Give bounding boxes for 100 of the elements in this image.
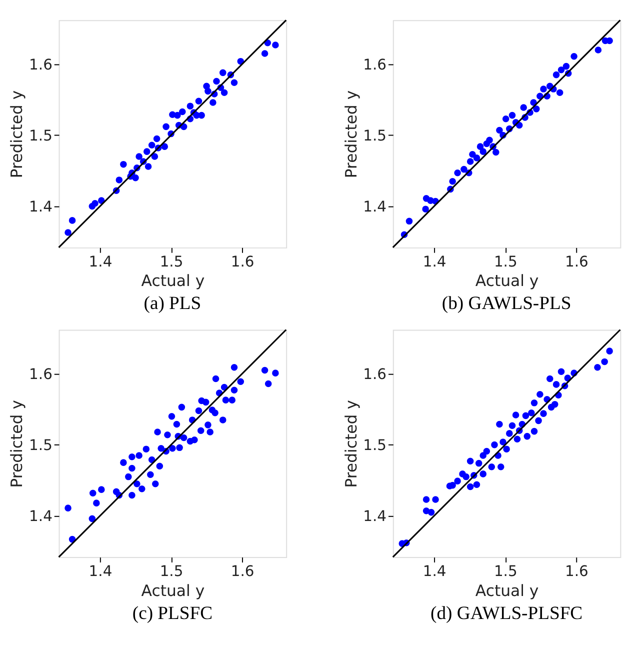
point [261,50,268,57]
point [148,142,156,149]
point [449,482,456,489]
point [508,422,516,430]
point [496,420,503,428]
point [491,441,498,448]
point [169,444,176,452]
point [116,176,123,184]
point [422,206,429,212]
point [530,400,538,406]
point [532,106,540,112]
point [213,78,220,85]
point [64,504,72,512]
x-tick-label: 1.6 [564,563,588,580]
point [546,375,554,382]
point [594,364,601,371]
point [500,438,506,446]
point [168,413,176,420]
point [212,375,220,382]
point [480,470,486,478]
point [261,366,268,374]
point [520,104,527,111]
point [228,396,236,404]
x-tick-label: 1.5 [494,563,518,580]
y-tick-label: 1.4 [363,508,387,526]
x-tick-label: 1.6 [564,254,588,271]
point [128,464,136,472]
point [195,98,202,104]
point [512,412,520,418]
point [206,428,214,436]
point [204,422,212,428]
point [92,200,98,207]
point [178,404,186,411]
point [164,431,171,438]
x-axis-title: Actual y [475,580,539,600]
point [125,473,132,480]
point [476,143,484,150]
point [147,471,154,478]
point [272,42,279,48]
y-tick-label: 1.5 [29,128,52,145]
point [197,427,204,434]
point [64,229,72,236]
point [528,409,535,416]
point [552,381,560,388]
x-tick-label: 1.5 [160,254,184,271]
point [473,154,480,162]
point [174,112,181,119]
point [219,69,226,76]
point [496,126,503,134]
point [198,112,205,119]
point [88,515,96,522]
point [514,436,521,443]
point [173,420,180,428]
point [530,428,538,435]
point [191,436,198,444]
point [93,500,100,506]
point [606,37,613,44]
point [142,446,150,452]
y-tick-label: 1.4 [29,198,52,216]
point [536,391,544,398]
point [473,481,480,488]
x-axis-title: Actual y [141,271,205,290]
x-tick-label: 1.6 [230,254,254,271]
point [540,86,547,92]
point [466,483,474,490]
point [486,136,493,144]
x-axis-title: Actual y [141,580,205,600]
point [551,400,558,408]
text: (d) GAWLS-PLSFC [430,602,583,624]
point [492,148,500,156]
point [454,478,461,484]
point [449,178,456,185]
point [264,380,272,388]
point [594,46,602,54]
x-tick-label: 1.5 [160,563,184,580]
point [136,153,142,160]
point [535,417,542,424]
point [143,148,150,155]
x-tick-label: 1.4 [88,254,112,271]
y-tick-label: 1.4 [29,508,52,526]
point [540,410,547,417]
point [220,89,228,96]
point [230,364,238,371]
point [558,66,565,74]
point [154,428,161,436]
point [178,108,186,116]
point [219,416,226,424]
point [506,430,513,437]
point [156,462,164,470]
x-tick-label: 1.4 [422,563,446,580]
point [120,160,127,168]
point [161,143,168,150]
point [176,444,183,452]
point [503,446,510,452]
point [204,88,212,95]
point [454,169,461,176]
text: (a) PLS [144,293,202,314]
x-tick-label: 1.6 [230,563,254,580]
y-tick-label: 1.5 [363,437,387,454]
x-axis-title: Actual y [475,271,539,290]
